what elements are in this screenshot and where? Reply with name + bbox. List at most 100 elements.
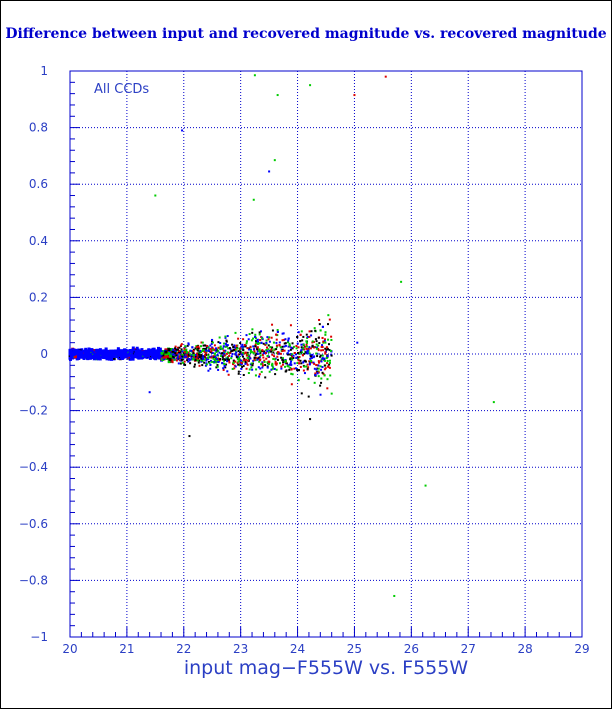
data-point	[187, 360, 190, 363]
data-point	[327, 343, 330, 346]
data-point	[300, 362, 303, 365]
data-point	[103, 350, 107, 354]
data-point	[127, 353, 131, 357]
data-point	[256, 339, 259, 342]
outlier-point	[384, 75, 387, 78]
data-point	[222, 349, 225, 352]
data-point	[266, 354, 269, 357]
data-point	[276, 330, 279, 333]
data-point	[207, 346, 210, 349]
data-point	[184, 353, 187, 356]
data-point	[307, 395, 310, 398]
data-point	[222, 368, 225, 371]
data-point	[170, 356, 174, 360]
data-point	[318, 318, 321, 321]
data-point	[290, 346, 293, 349]
data-point	[208, 347, 211, 350]
data-point	[179, 359, 182, 362]
data-point	[308, 346, 311, 349]
data-point	[193, 365, 196, 368]
data-point	[198, 359, 201, 362]
data-point	[189, 350, 192, 353]
data-point	[228, 361, 231, 364]
data-point	[274, 360, 277, 363]
data-point	[176, 346, 179, 349]
data-point	[219, 347, 222, 350]
outlier-point	[424, 484, 427, 487]
data-point	[148, 356, 152, 360]
data-point	[179, 352, 182, 355]
data-point	[134, 349, 138, 353]
data-point	[303, 365, 306, 368]
data-point	[245, 342, 248, 345]
data-point	[281, 363, 284, 366]
data-point	[327, 338, 330, 341]
data-point	[306, 363, 309, 366]
data-point	[200, 345, 203, 348]
data-point	[275, 341, 278, 344]
data-point	[99, 355, 103, 359]
data-point	[299, 333, 302, 336]
data-point	[233, 367, 236, 370]
data-point	[136, 355, 140, 359]
data-point	[218, 359, 221, 362]
data-point	[288, 344, 291, 347]
data-point	[320, 377, 323, 380]
data-point	[76, 356, 80, 360]
data-point	[287, 341, 290, 344]
data-point	[240, 345, 243, 348]
data-point	[309, 357, 312, 360]
data-point	[187, 342, 190, 345]
data-point	[247, 348, 250, 351]
data-point	[234, 360, 237, 363]
data-point	[226, 335, 229, 338]
data-point	[283, 342, 286, 345]
data-point	[321, 354, 324, 357]
data-point	[256, 350, 259, 353]
data-point	[181, 350, 184, 353]
data-point	[237, 337, 240, 340]
outlier-point	[276, 94, 279, 97]
data-point	[123, 351, 127, 355]
data-point	[128, 349, 132, 353]
outlier-point	[356, 341, 359, 344]
data-point	[118, 349, 122, 353]
data-point	[207, 354, 210, 357]
data-point	[195, 357, 198, 360]
data-point	[326, 387, 329, 390]
data-point	[289, 358, 292, 361]
data-point	[226, 358, 229, 361]
data-point	[213, 344, 216, 347]
data-point	[317, 375, 320, 378]
data-point	[329, 349, 332, 352]
outlier-point	[148, 391, 151, 394]
data-point	[131, 346, 135, 350]
data-point	[258, 349, 261, 352]
outlier-point	[253, 74, 256, 77]
data-point	[310, 330, 313, 333]
data-point	[231, 352, 234, 355]
data-point	[123, 349, 127, 353]
data-point	[224, 345, 227, 348]
data-point	[262, 342, 265, 345]
data-point	[241, 360, 244, 363]
data-point	[213, 360, 216, 363]
data-point	[263, 360, 266, 363]
data-point	[328, 363, 331, 366]
data-point	[244, 360, 247, 363]
x-tick-label: 22	[176, 642, 191, 656]
data-point	[280, 356, 283, 359]
data-point	[219, 358, 222, 361]
data-point	[192, 357, 195, 360]
data-point	[248, 333, 251, 336]
data-point	[200, 360, 203, 363]
data-point	[198, 352, 201, 355]
data-point	[167, 348, 171, 352]
data-point	[251, 368, 254, 371]
data-point	[180, 356, 183, 359]
data-point	[328, 349, 331, 352]
data-point	[315, 346, 318, 349]
data-point	[258, 342, 261, 345]
data-point	[210, 348, 213, 351]
data-point	[299, 351, 302, 354]
